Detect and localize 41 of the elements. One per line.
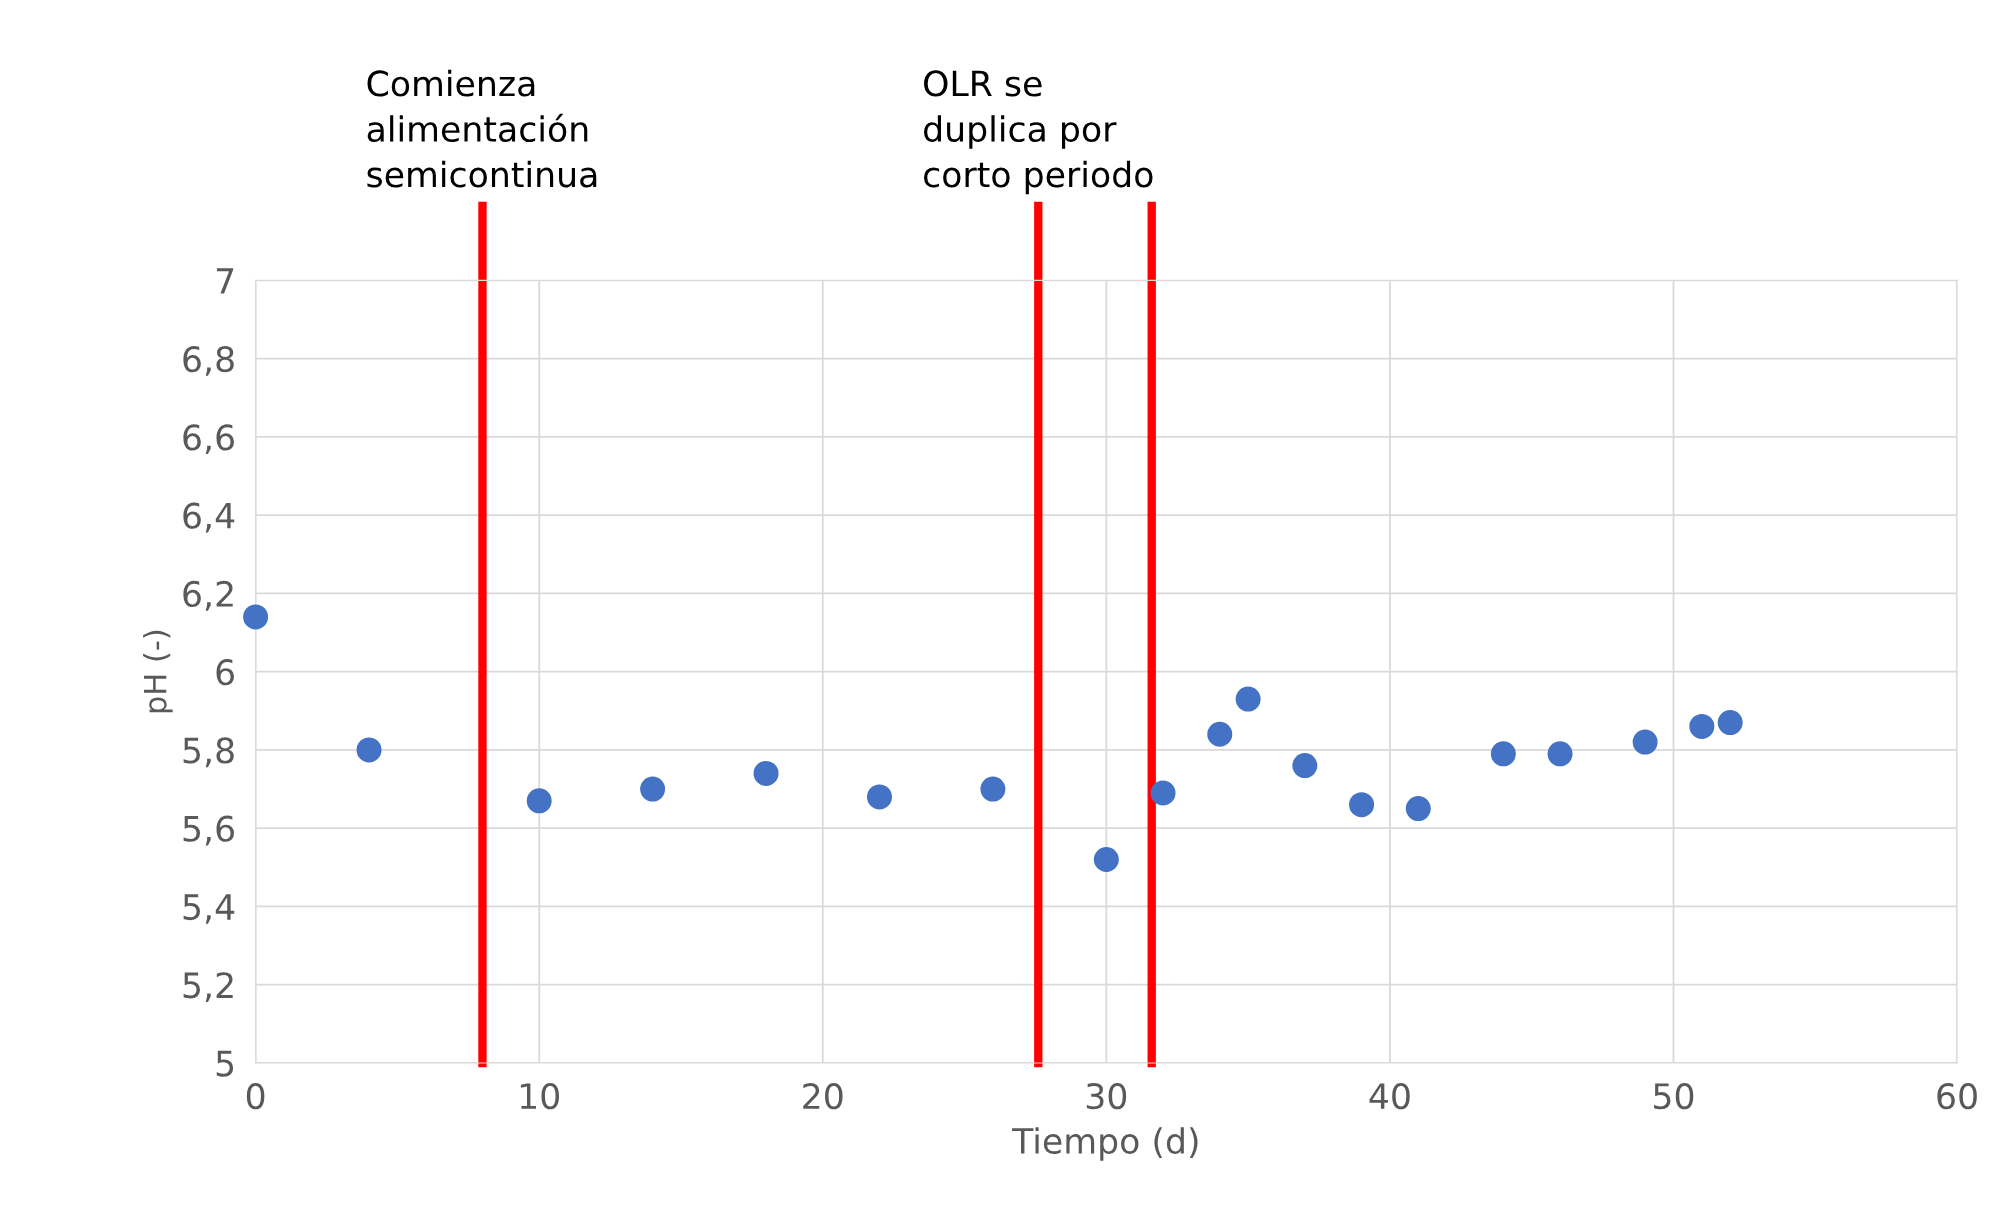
point <box>1235 686 1261 712</box>
point <box>1292 753 1318 779</box>
point <box>1689 713 1715 739</box>
y-tick-label: 5 <box>216 1050 234 1077</box>
y-tick-label: 5,8 <box>183 737 234 768</box>
ref-line-label: Comienza alimentación semicontinua <box>367 69 597 188</box>
y-tick-label: 6,4 <box>183 502 235 533</box>
point <box>1405 796 1431 822</box>
point <box>1150 780 1176 806</box>
point <box>866 784 892 810</box>
x-tick-label: 20 <box>803 1083 843 1110</box>
y-tick-label: 6,6 <box>183 424 234 455</box>
x-axis-title: Tiempo (d) <box>1012 1127 1198 1161</box>
y-axis-title: pH (-) <box>143 630 173 713</box>
x-tick-label: 10 <box>520 1083 559 1110</box>
point <box>980 776 1006 802</box>
point <box>1349 792 1375 818</box>
point <box>1632 729 1658 755</box>
y-tick-label: 5,6 <box>183 815 234 846</box>
point <box>1490 741 1516 767</box>
y-tick-label: 5,2 <box>183 972 233 1002</box>
x-tick-label: 40 <box>1369 1083 1410 1110</box>
point <box>640 776 666 802</box>
y-tick-label: 7 <box>216 268 234 294</box>
point <box>1207 721 1233 747</box>
x-tick-label: 50 <box>1654 1083 1694 1110</box>
point <box>1717 710 1743 736</box>
ref-line-label: OLR se duplica por corto periodo <box>924 70 1153 195</box>
point <box>526 788 552 814</box>
x-tick-label: 30 <box>1086 1083 1127 1110</box>
y-tick-label: 6,8 <box>183 346 234 376</box>
point <box>753 760 779 786</box>
point <box>1093 846 1119 872</box>
point <box>243 604 269 630</box>
y-tick-label: 6 <box>216 659 234 686</box>
y-tick-label: 6,2 <box>183 580 233 611</box>
point <box>356 737 382 763</box>
y-tick-label: 5,4 <box>183 894 235 924</box>
point <box>1547 741 1573 767</box>
x-tick-label: 60 <box>1937 1083 1977 1110</box>
x-tick-label: 0 <box>246 1083 265 1110</box>
